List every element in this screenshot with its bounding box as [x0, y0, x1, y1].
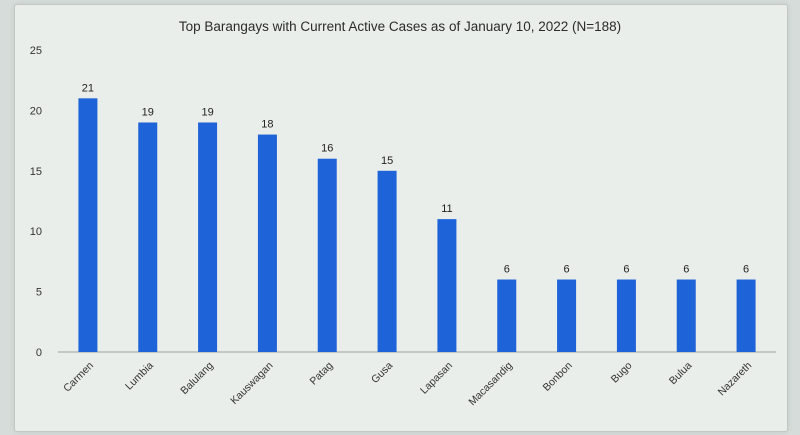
- category-label-patag: Patag: [307, 360, 335, 388]
- y-tick-label: 15: [30, 166, 42, 178]
- bar-balulang: [198, 122, 218, 352]
- category-label-carmen: Carmen: [61, 360, 96, 395]
- chart-title: Top Barangays with Current Active Cases …: [179, 19, 621, 34]
- y-tick-label: 0: [36, 347, 42, 359]
- data-label-bonbon: 6: [564, 264, 570, 276]
- category-label-kauswagan: Kauswagan: [228, 360, 275, 407]
- y-tick-label: 5: [36, 287, 42, 299]
- bar-nazareth: [736, 279, 756, 352]
- data-label-lumbia: 19: [142, 106, 154, 118]
- data-label-carmen: 21: [82, 82, 94, 94]
- data-label-kauswagan: 18: [261, 119, 273, 131]
- data-label-bulua: 6: [683, 264, 689, 276]
- bar-patag: [317, 158, 337, 352]
- data-label-patag: 16: [321, 143, 333, 155]
- data-label-nazareth: 6: [743, 264, 749, 276]
- category-label-gusa: Gusa: [369, 360, 395, 386]
- bar-kauswagan: [257, 134, 277, 352]
- bar-bulua: [676, 279, 696, 352]
- y-axis: 0 5 10 15 20 25: [30, 45, 42, 359]
- bar-lumbia: [138, 122, 158, 352]
- data-label-macasandig: 6: [504, 264, 510, 276]
- data-label-lapasan: 11: [441, 203, 452, 215]
- bar-gusa: [377, 170, 397, 352]
- category-label-nazareth: Nazareth: [716, 360, 755, 399]
- bar-lapasan: [437, 219, 457, 352]
- category-label-bonbon: Bonbon: [541, 360, 575, 394]
- y-tick-label: 10: [30, 226, 42, 238]
- data-labels-group: 21 19 19 18 16 15 11 6 6 6 6 6: [82, 82, 749, 275]
- category-label-bulua: Bulua: [667, 360, 695, 388]
- y-tick-label: 20: [30, 105, 42, 117]
- data-label-gusa: 15: [381, 155, 393, 167]
- category-label-balulang: Balulang: [178, 360, 215, 397]
- category-label-bugo: Bugo: [609, 360, 635, 386]
- category-labels-group: Carmen Lumbia Balulang Kauswagan Patag Gusa La…: [61, 360, 754, 409]
- bar-bonbon: [557, 279, 577, 352]
- category-label-lumbia: Lumbia: [123, 360, 156, 393]
- data-label-bugo: 6: [623, 264, 629, 276]
- bar-bugo: [616, 279, 636, 352]
- y-tick-label: 25: [30, 45, 42, 57]
- category-label-lapasan: Lapasan: [418, 360, 455, 397]
- data-label-balulang: 19: [201, 106, 213, 118]
- category-label-macasandig: Macasandig: [466, 360, 515, 409]
- bar-macasandig: [497, 279, 517, 352]
- bars-group: [78, 98, 756, 352]
- bar-carmen: [78, 98, 98, 352]
